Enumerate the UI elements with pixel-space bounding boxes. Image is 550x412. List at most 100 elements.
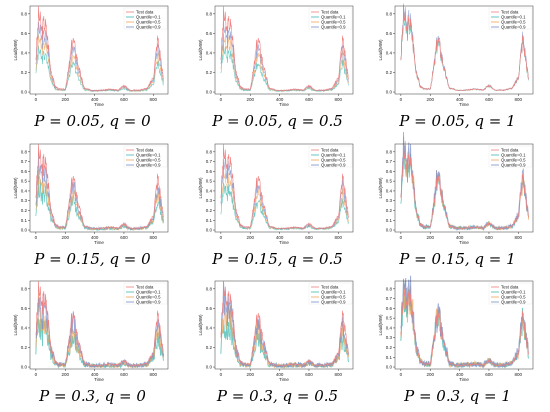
x-tick-label: 800 (150, 372, 158, 377)
y-tick-label: 0.5 (206, 179, 213, 184)
test-data-line (220, 281, 349, 366)
y-tick-label: 0.3 (386, 198, 393, 203)
legend-entry: Quantile=0.5 (501, 19, 526, 24)
x-axis-label: Time (459, 377, 469, 382)
panel-caption: P = 0.3, q = 1 (404, 387, 511, 405)
y-axis-label: Load(MW) (198, 177, 203, 199)
y-tick-label: 0.6 (386, 169, 393, 174)
chart-svg: 0 200 400 600 800 0.0 0.2 0.4 0.6 0.8 Time Load(MW)… (198, 280, 354, 382)
x-tick-label: 600 (485, 372, 493, 377)
y-tick-label: 0.0 (386, 365, 393, 370)
legend-box (308, 7, 353, 30)
plot-frame (394, 143, 534, 233)
y-tick-label: 0.6 (206, 31, 213, 36)
x-tick-label: 0 (400, 97, 403, 102)
legend-entry: Quantile=0.5 (136, 294, 161, 299)
legend-entry: Quantile=0.1 (136, 289, 161, 294)
legend-entry: Quantile=0.1 (321, 289, 346, 294)
x-tick-label: 200 (61, 372, 69, 377)
plot-frame (29, 280, 169, 370)
plot-frame (29, 5, 169, 95)
legend-entry: Test data (136, 147, 154, 152)
chart-panel: 0 200 400 600 800 0.0 0.2 0.4 0.6 0.8 Time Load(MW)… (10, 277, 175, 412)
y-tick-label: 0.0 (21, 90, 28, 95)
x-tick-label: 0 (35, 97, 38, 102)
chart-panel: 0 200 400 600 800 0.0 0.2 0.4 0.6 0.8 Time Load(MW)… (195, 277, 360, 412)
legend-entry: Quantile=0.9 (501, 24, 526, 29)
test-data-line (220, 144, 349, 229)
y-tick-label: 0.2 (386, 70, 393, 75)
legend-entry: Quantile=0.9 (136, 162, 161, 167)
x-tick-label: 600 (120, 97, 128, 102)
legend-entry: Quantile=0.5 (321, 19, 346, 24)
y-tick-label: 0.0 (386, 90, 393, 95)
x-axis-label: Time (94, 102, 104, 107)
quantile-05-line (220, 168, 349, 231)
y-tick-label: 0.6 (206, 169, 213, 174)
x-tick-label: 0 (220, 97, 223, 102)
chart-svg: 0 200 400 600 800 0.0 0.1 0.2 0.3 0.4 0.5 0.6 0.7 0.8… (378, 275, 534, 382)
chart-svg: 0 200 400 600 800 0.0 0.2 0.4 0.6 0.8 Time Load(MW)… (13, 280, 169, 382)
x-tick-label: 600 (120, 372, 128, 377)
y-tick-label: 0.2 (206, 208, 213, 213)
panel-caption: P = 0.05, q = 0 (34, 112, 151, 130)
plot-frame (394, 5, 534, 95)
y-axis-label: Load(MW) (13, 314, 18, 336)
y-axis-label: Load(MW) (198, 314, 203, 336)
x-axis-label: Time (459, 102, 469, 107)
y-tick-label: 0.5 (21, 179, 28, 184)
x-tick-label: 200 (426, 235, 434, 240)
legend-box (123, 7, 168, 30)
x-tick-label: 0 (35, 235, 38, 240)
y-tick-label: 0.3 (386, 335, 393, 340)
legend-box (123, 145, 168, 168)
quantile-05-line (35, 34, 164, 92)
plot-frame (214, 280, 354, 370)
x-tick-label: 0 (35, 372, 38, 377)
x-tick-label: 600 (485, 235, 493, 240)
y-tick-label: 0.8 (386, 149, 393, 154)
chart-panel: 0 200 400 600 800 0.0 0.2 0.4 0.6 0.8 Time Load(MW)… (195, 2, 360, 137)
legend-entry: Quantile=0.5 (136, 19, 161, 24)
panel-caption: P = 0.3, q = 0 (39, 387, 146, 405)
x-axis-label: Time (279, 240, 289, 245)
legend-entry: Test data (501, 284, 519, 289)
x-axis-label: Time (459, 240, 469, 245)
legend-entry: Quantile=0.5 (321, 294, 346, 299)
legend-box (488, 7, 533, 30)
x-tick-label: 800 (150, 97, 158, 102)
x-tick-label: 800 (515, 235, 523, 240)
y-axis-label: Load(MW) (378, 177, 383, 199)
x-tick-label: 200 (61, 235, 69, 240)
chart-panel: 0 200 400 600 800 0.0 0.2 0.4 0.6 0.8 Time Load(MW)… (10, 2, 175, 137)
y-tick-label: 0.8 (386, 11, 393, 16)
x-tick-label: 0 (400, 372, 403, 377)
y-tick-label: 0.4 (386, 325, 393, 330)
chart-panel: 0 200 400 600 800 0.0 0.1 0.2 0.3 0.4 0.5 0.6 0.7 0.8… (375, 275, 540, 412)
x-tick-label: 400 (456, 372, 464, 377)
y-tick-label: 0.2 (21, 70, 28, 75)
quantile-09-line (35, 21, 164, 92)
x-tick-label: 800 (515, 372, 523, 377)
y-tick-label: 0.8 (206, 11, 213, 16)
x-axis-label: Time (94, 240, 104, 245)
y-tick-label: 0.4 (21, 188, 28, 193)
y-tick-label: 0.0 (206, 90, 213, 95)
y-axis-label: Load(MW) (13, 177, 18, 199)
y-tick-label: 0.6 (386, 31, 393, 36)
test-data-line (400, 144, 529, 229)
chart-svg: 0 200 400 600 800 0.0 0.2 0.4 0.6 0.8 Time Load(MW)… (198, 5, 354, 107)
legend-entry: Quantile=0.9 (136, 24, 161, 29)
y-tick-label: 0.8 (21, 149, 28, 154)
legend-entry: Quantile=0.1 (136, 152, 161, 157)
panel-caption: P = 0.15, q = 0 (34, 250, 151, 268)
y-tick-label: 0.6 (21, 31, 28, 36)
legend-box (308, 145, 353, 168)
legend-box (488, 145, 533, 168)
x-tick-label: 400 (91, 372, 99, 377)
y-tick-label: 0.8 (21, 11, 28, 16)
legend-entry: Quantile=0.5 (501, 294, 526, 299)
y-tick-label: 0.8 (21, 286, 28, 291)
test-data-line (35, 281, 164, 366)
chart-panel: 0 200 400 600 800 0.0 0.1 0.2 0.3 0.4 0.5 0.6 0.7 0.8… (10, 140, 175, 275)
